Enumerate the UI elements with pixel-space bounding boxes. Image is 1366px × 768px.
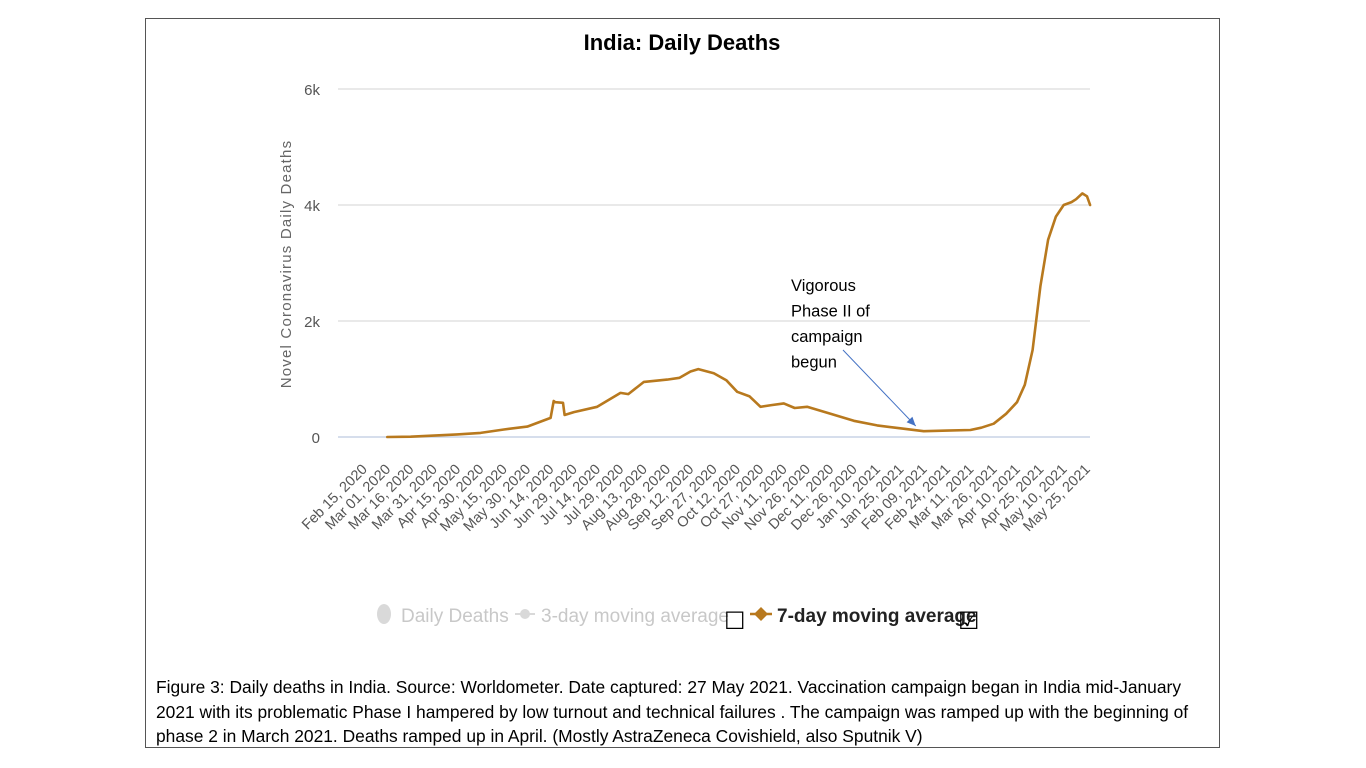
annotation-arrow-line: [842, 349, 917, 427]
legend-label: 3-day moving average: [541, 606, 729, 627]
chart-title: India: Daily Deaths: [584, 30, 781, 55]
y-ticks: 0 2k 4k 6k: [304, 82, 320, 447]
figure-caption: Figure 3: Daily deaths in India. Source:…: [156, 677, 1189, 746]
checkbox-icon: ☑: [958, 607, 980, 635]
annotation-text-line: Phase II of: [791, 303, 870, 321]
annotation: Vigorous Phase II of campaign begun: [791, 277, 917, 427]
three-day-legend-marker: [520, 609, 530, 619]
y-tick-label: 4k: [304, 198, 320, 215]
checkbox-icon: ☐: [724, 607, 746, 635]
y-tick-label: 6k: [304, 82, 320, 99]
legend-label: Daily Deaths: [401, 606, 509, 627]
grid: [338, 88, 1090, 438]
figure-frame: [145, 18, 1220, 748]
annotation-text-line: begun: [791, 354, 837, 372]
annotation-arrow-head: [906, 416, 916, 426]
legend[interactable]: Daily Deaths 3-day moving average☐ 7-day m…: [377, 604, 980, 635]
legend-label: 7-day moving average: [777, 606, 977, 627]
seven-day-legend-marker: [754, 607, 768, 621]
annotation-text-line: Vigorous: [791, 277, 856, 295]
series-layer: [385, 192, 1092, 439]
y-tick-label: 2k: [304, 314, 320, 331]
annotation-text-line: campaign: [791, 328, 863, 346]
series-line-7-day-moving-average: [385, 192, 1092, 439]
y-axis-label: Novel Coronavirus Daily Deaths: [278, 140, 295, 389]
y-tick-label: 0: [312, 430, 320, 447]
daily-deaths-legend-marker: [377, 604, 391, 624]
